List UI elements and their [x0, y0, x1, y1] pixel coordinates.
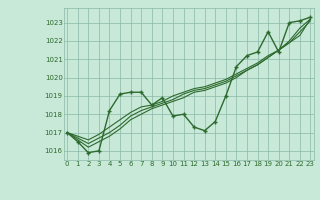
Text: Graphe pression niveau de la mer (hPa): Graphe pression niveau de la mer (hPa)	[59, 184, 261, 193]
